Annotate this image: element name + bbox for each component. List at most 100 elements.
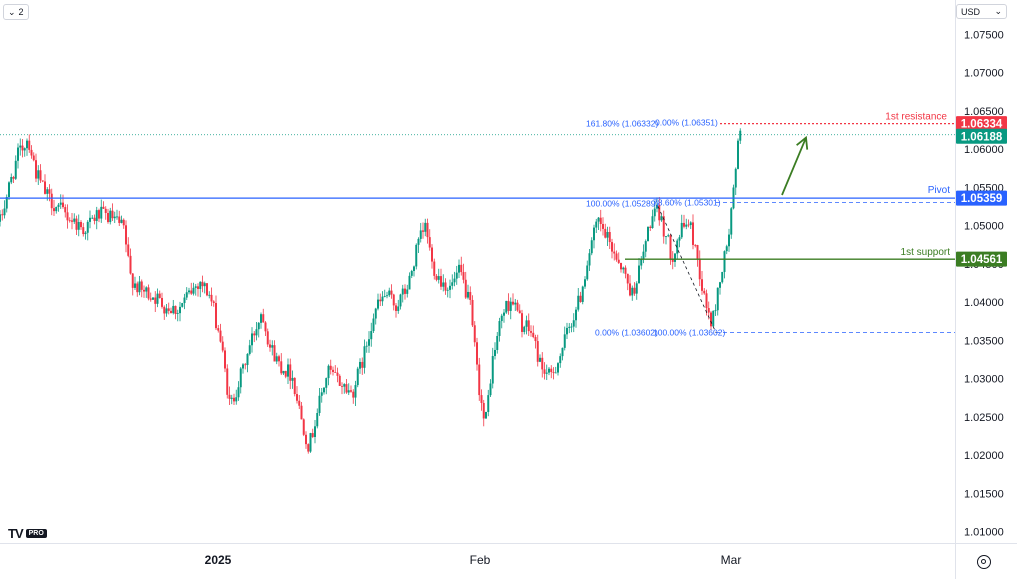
candle	[136, 281, 139, 297]
candle-body	[55, 206, 58, 212]
candle-body	[235, 397, 238, 402]
candle	[669, 233, 672, 265]
candle	[642, 244, 645, 264]
candle-body	[534, 337, 537, 342]
candle	[687, 219, 690, 228]
candle-body	[156, 293, 159, 304]
candle	[561, 347, 564, 361]
candle-body	[383, 296, 386, 297]
candle-body	[228, 394, 231, 399]
candle	[327, 364, 330, 386]
candle-body	[359, 361, 361, 369]
candle	[356, 366, 359, 388]
candle	[116, 209, 118, 220]
y-tick-label: 1.02000	[964, 450, 1004, 462]
candle-body	[14, 160, 17, 179]
candle	[444, 278, 447, 295]
candle-body	[482, 402, 485, 419]
candle-body	[118, 216, 121, 223]
candle	[381, 291, 384, 306]
candle	[147, 284, 150, 301]
candle-body	[473, 325, 476, 343]
candle-body	[498, 321, 501, 336]
candle	[352, 389, 355, 404]
candle	[737, 138, 739, 170]
candle-body	[62, 202, 64, 208]
candle-body	[66, 212, 69, 221]
candle-body	[35, 160, 37, 179]
candle-body	[597, 217, 600, 222]
candle	[372, 313, 375, 333]
candle-body	[541, 357, 544, 370]
candle-body	[293, 377, 296, 395]
y-tick-label: 1.03500	[964, 335, 1004, 347]
candle-body	[554, 372, 557, 374]
candle-body	[428, 237, 431, 248]
candle	[660, 214, 663, 222]
candle	[131, 273, 134, 296]
candle-body	[179, 306, 181, 314]
tradingview-logo[interactable]: TV PRO	[8, 526, 47, 541]
candle	[314, 419, 316, 444]
candle	[143, 285, 145, 298]
candle-body	[165, 308, 168, 314]
candle	[10, 173, 13, 185]
candle	[730, 207, 733, 239]
candle-body	[381, 296, 384, 302]
candle-body	[734, 168, 737, 188]
candle	[224, 347, 226, 373]
candle-body	[496, 335, 499, 350]
candle	[620, 262, 622, 273]
candle-body	[329, 365, 332, 370]
fib-right-label: 0.00% (1.06351)	[655, 117, 718, 127]
candle-body	[539, 357, 541, 362]
candle-body	[374, 308, 377, 319]
fib-right-label: 78.60% (1.05301)	[653, 198, 721, 208]
candle-body	[145, 287, 148, 292]
candle	[399, 293, 402, 310]
candle-body	[590, 240, 593, 254]
candle-body	[363, 346, 366, 368]
resistance-label: 1st resistance	[885, 112, 947, 123]
candle-body	[197, 286, 199, 289]
candle-body	[80, 221, 82, 228]
candle-body	[440, 276, 442, 287]
candle	[28, 134, 31, 153]
candle-body	[273, 345, 276, 362]
candle-body	[46, 189, 49, 194]
candle	[53, 199, 55, 216]
candle-body	[53, 208, 55, 212]
collapse-button[interactable]: ⌄ 2	[3, 4, 29, 20]
candle-body	[507, 300, 510, 311]
candle	[417, 237, 420, 254]
candle-body	[50, 193, 53, 209]
candle-body	[210, 294, 213, 302]
candle	[296, 386, 298, 404]
candle	[100, 199, 103, 223]
candle-body	[422, 230, 424, 232]
candle-body	[478, 364, 481, 396]
candle	[714, 304, 717, 316]
candle	[44, 174, 46, 195]
candle	[521, 309, 523, 338]
candle	[626, 273, 629, 291]
last-price-tag: 1.06188	[956, 128, 1007, 144]
candle-body	[584, 279, 586, 287]
candle-body	[516, 302, 519, 311]
candle	[482, 399, 485, 427]
candle-body	[143, 289, 145, 292]
candle-body	[525, 320, 528, 327]
candle	[59, 194, 62, 209]
candle-body	[122, 219, 125, 226]
candle	[435, 274, 438, 282]
candle-body	[120, 219, 123, 223]
candle	[424, 218, 427, 237]
currency-dropdown[interactable]: USD ⌄	[956, 4, 1007, 19]
candle	[255, 322, 258, 341]
candle-body	[39, 170, 42, 181]
candle-body	[59, 202, 62, 205]
candle-body	[325, 378, 328, 388]
candle-body	[572, 320, 575, 327]
gear-icon[interactable]	[977, 555, 991, 569]
